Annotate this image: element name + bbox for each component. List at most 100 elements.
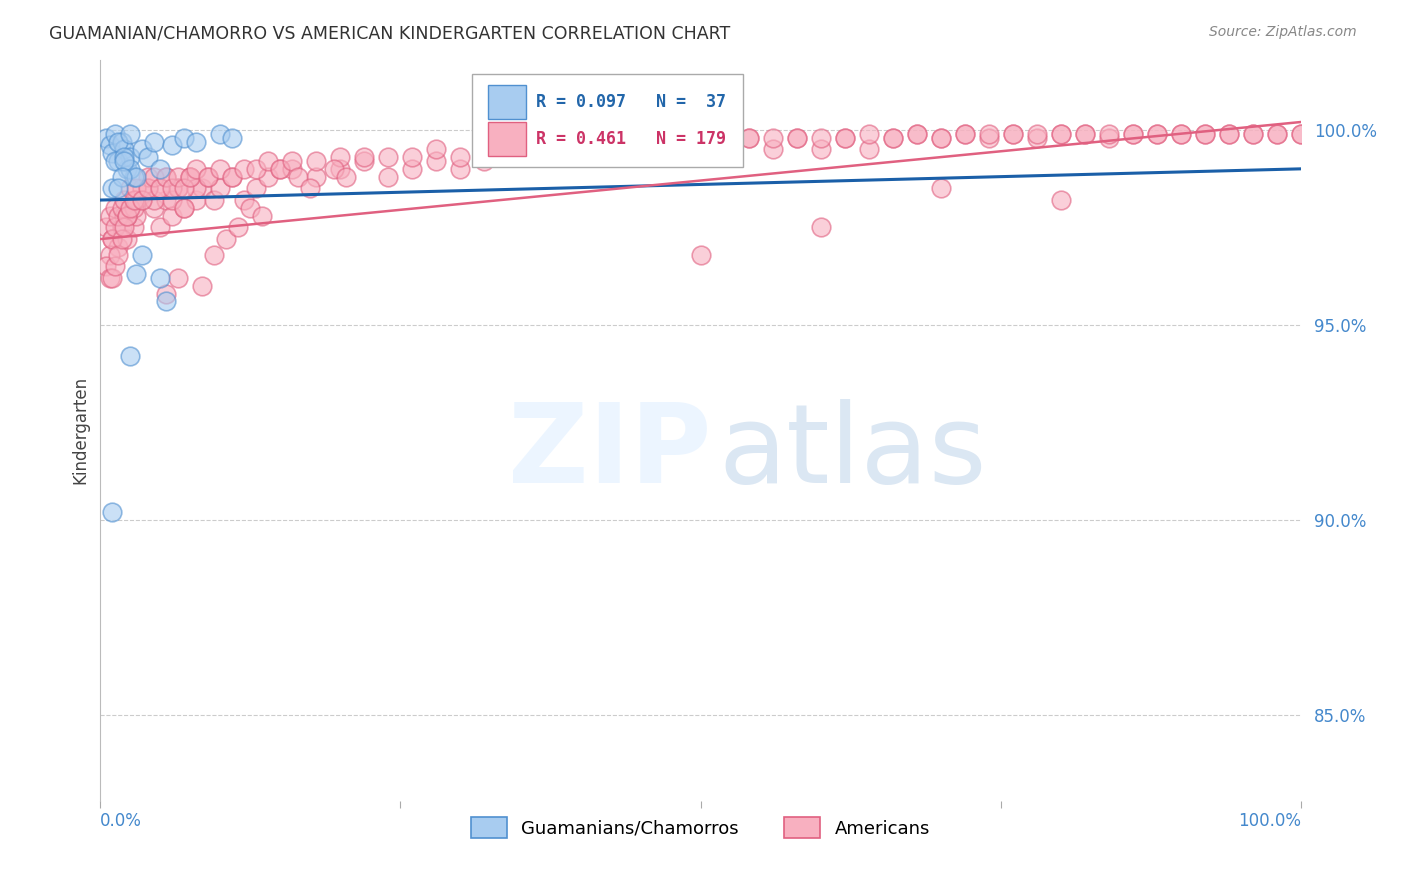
Point	[353, 150, 375, 164]
Point	[125, 267, 148, 281]
Point	[155, 193, 177, 207]
Point	[115, 209, 138, 223]
Point	[107, 209, 129, 223]
Point	[149, 181, 172, 195]
Point	[138, 169, 160, 184]
Point	[101, 271, 124, 285]
Point	[209, 127, 232, 141]
Point	[287, 169, 309, 184]
Point	[1218, 127, 1240, 141]
Point	[689, 248, 711, 262]
Point	[498, 150, 520, 164]
Text: atlas: atlas	[718, 399, 987, 506]
Point	[202, 248, 225, 262]
Point	[281, 154, 304, 169]
Point	[107, 240, 129, 254]
Point	[522, 142, 544, 156]
Point	[299, 181, 322, 195]
Point	[929, 181, 952, 195]
Point	[593, 142, 616, 156]
Point	[101, 232, 124, 246]
Point	[401, 150, 423, 164]
Point	[1098, 127, 1121, 141]
Point	[252, 209, 274, 223]
Point	[101, 232, 124, 246]
Point	[281, 161, 304, 176]
Point	[335, 169, 357, 184]
Point	[761, 142, 783, 156]
Point	[329, 150, 352, 164]
Point	[173, 201, 195, 215]
Point	[569, 142, 592, 156]
Point	[98, 248, 121, 262]
Point	[450, 161, 472, 176]
Point	[112, 150, 135, 164]
Point	[228, 220, 250, 235]
Point	[929, 130, 952, 145]
Point	[120, 127, 142, 141]
Point	[977, 130, 1000, 145]
Point	[737, 130, 759, 145]
Point	[305, 154, 328, 169]
FancyBboxPatch shape	[488, 122, 526, 156]
Point	[143, 201, 166, 215]
Point	[167, 169, 190, 184]
Point	[425, 154, 447, 169]
Point	[191, 181, 214, 195]
Point	[689, 130, 711, 145]
Point	[474, 142, 496, 156]
Point	[1049, 127, 1071, 141]
Point	[112, 154, 135, 169]
Point	[245, 161, 267, 176]
Point	[96, 130, 118, 145]
Point	[257, 169, 280, 184]
Point	[905, 127, 928, 141]
Point	[245, 181, 267, 195]
Text: ZIP: ZIP	[509, 399, 711, 506]
Point	[233, 193, 256, 207]
Point	[221, 130, 243, 145]
Point	[1289, 127, 1312, 141]
Point	[233, 161, 256, 176]
Point	[1170, 127, 1192, 141]
Point	[186, 161, 208, 176]
Point	[125, 181, 148, 195]
Point	[173, 181, 195, 195]
Point	[221, 169, 243, 184]
Point	[1001, 127, 1024, 141]
Point	[1001, 127, 1024, 141]
Point	[155, 294, 177, 309]
Point	[498, 142, 520, 156]
Text: GUAMANIAN/CHAMORRO VS AMERICAN KINDERGARTEN CORRELATION CHART: GUAMANIAN/CHAMORRO VS AMERICAN KINDERGAR…	[49, 25, 731, 43]
Point	[834, 130, 856, 145]
Point	[122, 169, 145, 184]
Point	[131, 193, 153, 207]
Point	[905, 127, 928, 141]
Text: Source: ZipAtlas.com: Source: ZipAtlas.com	[1209, 25, 1357, 39]
Point	[98, 209, 121, 223]
Point	[179, 169, 201, 184]
Point	[269, 161, 291, 176]
Point	[155, 169, 177, 184]
Point	[858, 142, 880, 156]
Point	[104, 201, 127, 215]
Point	[149, 220, 172, 235]
Point	[617, 142, 640, 156]
Point	[111, 169, 134, 184]
Point	[138, 181, 160, 195]
Point	[149, 181, 172, 195]
Point	[1122, 127, 1144, 141]
Point	[186, 193, 208, 207]
Point	[810, 220, 832, 235]
Text: 0.0%: 0.0%	[100, 812, 142, 830]
Point	[665, 150, 688, 164]
Point	[786, 130, 808, 145]
Point	[143, 193, 166, 207]
Point	[122, 193, 145, 207]
Point	[641, 130, 664, 145]
Point	[1049, 127, 1071, 141]
Point	[641, 142, 664, 156]
Point	[713, 142, 735, 156]
Point	[737, 130, 759, 145]
Point	[977, 127, 1000, 141]
